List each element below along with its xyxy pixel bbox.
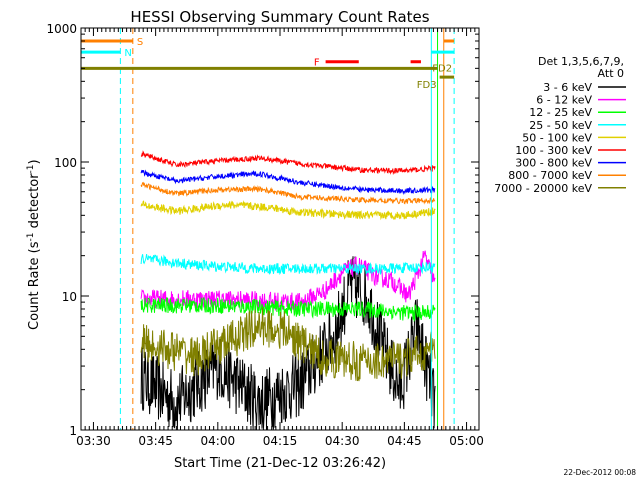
flag-label-FD2: FD2 (432, 63, 452, 74)
legend-entry-label-5: 100 - 300 keV (515, 144, 592, 157)
y-axis-label-sup1: -1 (26, 232, 36, 241)
axes: 03:30 03:45 04:00 04:15 04:30 04:45 05:00 1 10 10… (46, 22, 483, 448)
series-line-8 (140, 307, 436, 382)
series-line-3 (140, 254, 436, 276)
series-line-2 (140, 297, 436, 323)
y-tick-label-2: 100 (54, 156, 77, 170)
plot-area (140, 150, 436, 431)
y-tick-label-0: 1 (69, 424, 77, 438)
flag-label-FD3: FD3 (417, 80, 437, 91)
x-tick-label-1: 03:45 (138, 434, 173, 448)
x-axis-label: Start Time (21-Dec-12 03:26:42) (174, 456, 386, 471)
y-axis-label-part3: ) (27, 159, 42, 164)
x-tick-label-2: 04:00 (201, 434, 236, 448)
y-axis-label-part2: detector (27, 173, 42, 233)
y-axis-label-sup2: -1 (26, 164, 36, 173)
series-line-4 (140, 200, 436, 221)
x-tick-label-0: 03:30 (76, 434, 111, 448)
observing-flags: SN F FD2 FD3 (80, 28, 455, 430)
legend-entry-label-8: 7000 - 20000 keV (494, 182, 592, 195)
flag-label-N: N (124, 48, 131, 59)
series-line-1 (140, 250, 436, 312)
legend-header-line-1: Det 1,3,5,6,7,9, (538, 55, 624, 68)
flag-label-F: F (314, 58, 320, 69)
series-line-0 (140, 256, 436, 431)
chart-title: HESSI Observing Summary Count Rates (130, 8, 429, 26)
legend-entry-label-7: 800 - 7000 keV (508, 169, 592, 182)
x-tick-label-6: 05:00 (449, 434, 484, 448)
legend-entry-label-3: 25 - 50 keV (529, 119, 592, 132)
y-axis-label-part1: Count Rate (s (27, 241, 42, 330)
flag-label-S: S (137, 37, 143, 48)
y-tick-label-1: 10 (62, 290, 77, 304)
legend-header-line-2: Att 0 (598, 67, 624, 80)
series-line-7 (140, 181, 436, 205)
legend-entry-label-4: 50 - 100 keV (522, 131, 592, 144)
legend-entry-label-1: 6 - 12 keV (536, 94, 592, 107)
legend-entry-label-0: 3 - 6 keV (543, 81, 592, 94)
y-tick-label-3: 1000 (46, 22, 77, 36)
x-tick-label-3: 04:15 (263, 434, 298, 448)
series-line-6 (140, 169, 436, 196)
x-tick-label-5: 04:45 (387, 434, 422, 448)
series-line-5 (140, 150, 436, 176)
legend-entry-label-6: 300 - 800 keV (515, 157, 592, 170)
x-tick-label-4: 04:30 (325, 434, 360, 448)
footer-date: 22-Dec-2012 00:08 (563, 468, 636, 477)
legend-entry-label-2: 12 - 25 keV (529, 106, 592, 119)
y-axis-label: Count Rate (s-1 detector-1) (26, 159, 42, 330)
